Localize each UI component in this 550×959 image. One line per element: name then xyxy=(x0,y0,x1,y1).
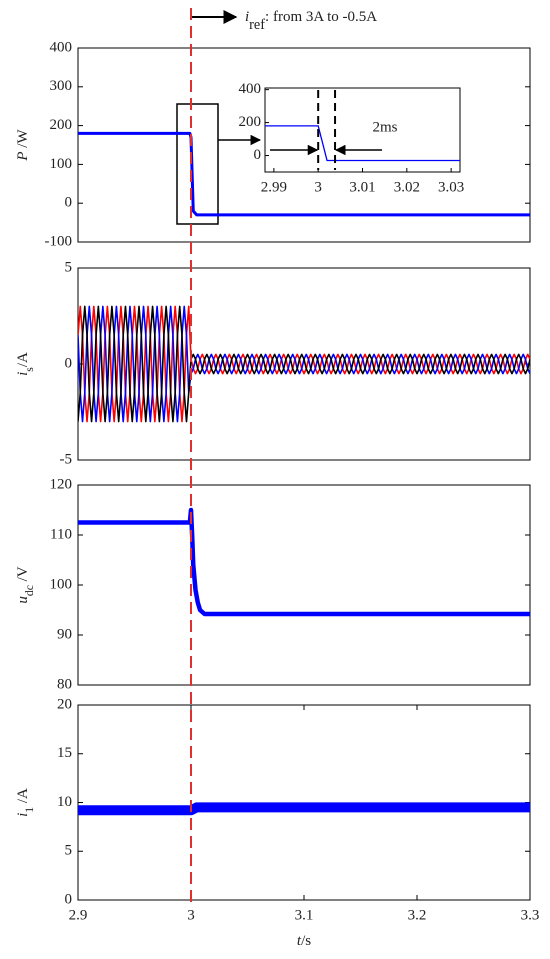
y-tick-label: 20 xyxy=(57,696,72,712)
y-tick-label: 15 xyxy=(57,745,72,761)
inset-bg xyxy=(264,87,461,173)
zoom-box xyxy=(176,103,219,225)
y-tick-label: -5 xyxy=(60,451,73,467)
y-tick-label: 120 xyxy=(50,476,73,492)
label-part: /V xyxy=(15,566,31,585)
label: t/s xyxy=(297,933,311,949)
y-tick-label: 0 xyxy=(65,891,73,907)
inset-y-tick-label: 400 xyxy=(239,81,262,97)
label-part: : from 3A to -0.5A xyxy=(265,9,377,25)
y-tick-label: 200 xyxy=(50,117,73,133)
y-tick-label: 400 xyxy=(50,39,73,55)
inset-x-tick-label: 3 xyxy=(314,179,322,195)
label: iref: from 3A to -0.5A xyxy=(245,9,377,33)
label-part: u xyxy=(15,596,31,604)
inset-y-tick-label: 200 xyxy=(239,114,262,130)
inset-label: 2ms xyxy=(372,119,397,135)
y-tick-label: 5 xyxy=(65,843,73,859)
y-tick-label: 5 xyxy=(65,259,73,275)
series-line xyxy=(78,802,530,816)
y-tick-label: -100 xyxy=(45,233,73,249)
y-tick-label: 0 xyxy=(65,355,73,371)
y-tick-label: 0 xyxy=(65,195,73,211)
series-line xyxy=(78,131,530,217)
inset-x-tick-label: 3.03 xyxy=(438,179,464,195)
label-part: /A xyxy=(15,788,31,807)
y-tick-label: 110 xyxy=(50,526,72,542)
label: is/A xyxy=(15,352,36,376)
subscript: dc xyxy=(23,585,36,596)
label: udc /V xyxy=(15,566,36,603)
label-part: i xyxy=(15,813,31,817)
inset-line xyxy=(265,125,460,162)
x-tick-label: 3.3 xyxy=(521,907,540,923)
inset-y-tick-label: 0 xyxy=(254,147,262,163)
x-tick-label: 3.2 xyxy=(408,907,427,923)
y-tick-label: 100 xyxy=(50,576,73,592)
x-tick-label: 2.9 xyxy=(69,907,88,923)
subscript: 1 xyxy=(23,807,36,813)
label-part: P xyxy=(15,151,31,161)
label-part: /s xyxy=(301,933,311,949)
label-part: /W xyxy=(15,129,31,152)
subscript: ref xyxy=(249,17,265,33)
inset-x-tick-label: 3.01 xyxy=(349,179,375,195)
label-part: i xyxy=(15,372,31,376)
label-part: /A xyxy=(15,352,31,367)
y-tick-label: 90 xyxy=(57,626,72,642)
y-tick-label: 80 xyxy=(57,676,72,692)
label: i1 /A xyxy=(15,788,36,817)
y-tick-label: 300 xyxy=(50,78,73,94)
series-line xyxy=(78,305,530,423)
x-tick-label: 3 xyxy=(187,907,195,923)
series-line xyxy=(78,305,530,423)
y-tick-label: 100 xyxy=(50,156,73,172)
inset-x-tick-label: 3.02 xyxy=(394,179,420,195)
inset-x-tick-label: 2.99 xyxy=(261,179,287,195)
label-part: i xyxy=(245,9,249,25)
label: P /W xyxy=(15,129,31,162)
subscript: s xyxy=(23,367,36,372)
x-tick-label: 3.1 xyxy=(295,907,314,923)
label-part: t xyxy=(297,933,302,949)
y-tick-label: 10 xyxy=(57,794,72,810)
plot-frame xyxy=(77,47,531,243)
